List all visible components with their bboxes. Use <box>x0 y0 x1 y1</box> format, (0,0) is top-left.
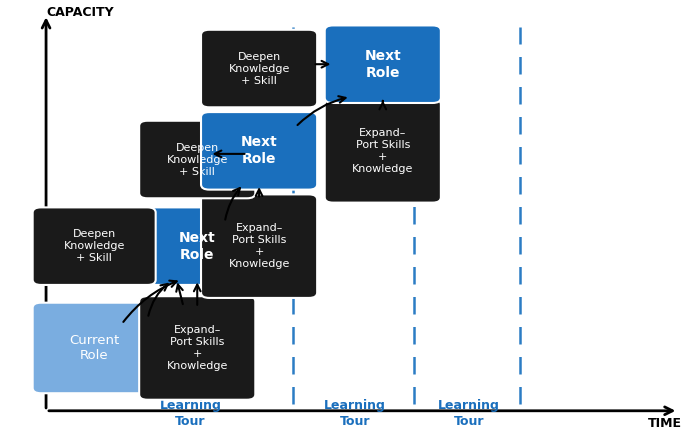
Text: Next
Role: Next Role <box>364 49 401 80</box>
Text: Deepen
Knowledge
+ Skill: Deepen Knowledge + Skill <box>228 51 290 85</box>
Text: Learning
Tour: Learning Tour <box>437 399 500 428</box>
FancyBboxPatch shape <box>139 296 255 400</box>
Text: CAPACITY: CAPACITY <box>46 6 114 19</box>
Text: Expand–
Port Skills
+
Knowledge: Expand– Port Skills + Knowledge <box>166 325 228 371</box>
FancyBboxPatch shape <box>201 30 317 107</box>
FancyBboxPatch shape <box>139 208 255 285</box>
Text: Expand–
Port Skills
+
Knowledge: Expand– Port Skills + Knowledge <box>352 128 413 174</box>
Text: Next
Role: Next Role <box>241 136 277 166</box>
Text: TIME: TIME <box>648 417 682 430</box>
Text: Learning
Tour: Learning Tour <box>159 399 221 428</box>
FancyBboxPatch shape <box>139 121 255 198</box>
FancyBboxPatch shape <box>325 25 441 103</box>
Text: Expand–
Port Skills
+
Knowledge: Expand– Port Skills + Knowledge <box>228 223 290 269</box>
FancyBboxPatch shape <box>32 303 156 393</box>
Text: Deepen
Knowledge
+ Skill: Deepen Knowledge + Skill <box>63 229 125 263</box>
Text: Learning
Tour: Learning Tour <box>324 399 386 428</box>
FancyBboxPatch shape <box>201 112 317 190</box>
Text: Next
Role: Next Role <box>179 231 215 262</box>
FancyBboxPatch shape <box>201 194 317 298</box>
Text: Current
Role: Current Role <box>69 334 119 362</box>
FancyBboxPatch shape <box>325 99 441 203</box>
FancyBboxPatch shape <box>32 208 156 285</box>
Text: Deepen
Knowledge
+ Skill: Deepen Knowledge + Skill <box>166 143 228 177</box>
